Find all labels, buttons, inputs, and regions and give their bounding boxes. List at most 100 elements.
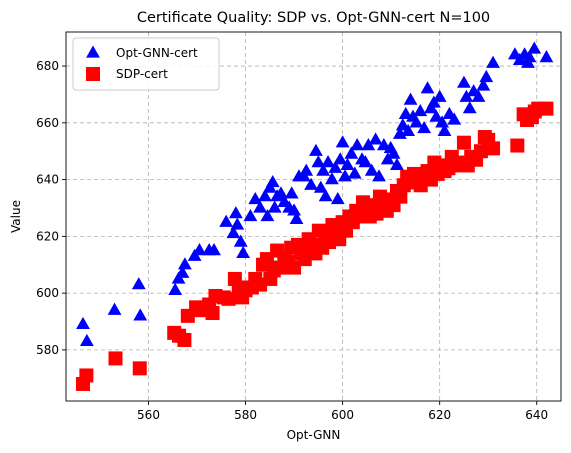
triangle-point — [192, 243, 207, 256]
x-tick-label: 600 — [331, 408, 354, 422]
triangle-point — [309, 143, 323, 156]
triangle-point — [432, 89, 447, 102]
triangle-point — [459, 89, 474, 102]
triangle-point — [76, 316, 90, 330]
y-tick-label: 640 — [36, 173, 59, 187]
square-point — [221, 291, 236, 306]
legend-triangle-marker — [86, 45, 100, 58]
triangle-point — [358, 155, 373, 168]
triangle-point — [260, 209, 275, 222]
triangle-point — [258, 189, 272, 202]
triangle-point — [437, 123, 452, 136]
triangle-point — [462, 101, 477, 114]
triangle-point — [243, 209, 258, 222]
triangle-point — [284, 186, 299, 199]
triangle-point — [429, 109, 444, 122]
triangle-point — [219, 214, 234, 227]
triangle-point — [267, 200, 282, 213]
y-axis-label: Value — [9, 200, 23, 233]
triangle-point — [313, 180, 328, 193]
triangle-point — [304, 177, 318, 190]
square-point — [108, 351, 123, 366]
triangle-point — [233, 234, 248, 247]
y-tick-label: 580 — [36, 343, 59, 357]
square-point — [205, 306, 220, 321]
square-point — [297, 252, 312, 267]
triangle-point — [390, 157, 404, 171]
triangle-point — [476, 78, 491, 91]
square-point — [393, 189, 408, 204]
series-opt-gnn-cert — [76, 41, 554, 347]
legend-box — [72, 37, 220, 91]
y-tick-label: 620 — [36, 229, 59, 243]
triangle-point — [409, 115, 424, 128]
x-tick-label: 580 — [234, 408, 257, 422]
triangle-point — [420, 81, 435, 94]
triangle-point — [539, 50, 554, 63]
series-layer — [75, 41, 554, 391]
x-axis-label: Opt-GNN — [287, 428, 341, 442]
triangle-point — [207, 243, 221, 256]
square-point — [539, 101, 554, 116]
legend-square-marker — [86, 67, 100, 81]
chart-title: Certificate Quality: SDP vs. Opt-GNN-cer… — [137, 10, 490, 26]
triangle-point — [344, 146, 359, 159]
triangle-point — [335, 135, 350, 148]
triangle-point — [368, 132, 383, 145]
triangle-point — [527, 41, 542, 54]
triangle-point — [253, 200, 268, 213]
triangle-point — [333, 152, 348, 165]
triangle-point — [318, 189, 333, 202]
triangle-point — [289, 211, 304, 224]
legend-label-sdp-cert: SDP-cert — [116, 67, 168, 81]
triangle-point — [236, 245, 251, 259]
triangle-point — [457, 75, 471, 88]
triangle-point — [287, 203, 301, 216]
triangle-point — [398, 106, 413, 119]
triangle-point — [299, 163, 314, 176]
square-point — [79, 368, 94, 383]
triangle-point — [325, 172, 339, 185]
triangle-point — [175, 265, 190, 278]
square-point — [473, 144, 488, 159]
triangle-point — [471, 89, 486, 102]
x-axis-ticks: 560 580 600 620 640 — [137, 401, 548, 422]
triangle-point — [230, 217, 245, 230]
triangle-point — [133, 308, 148, 321]
square-point — [177, 332, 192, 347]
triangle-point — [316, 163, 331, 176]
triangle-point — [435, 115, 450, 128]
legend: Opt-GNN-cert SDP-cert — [72, 37, 220, 91]
triangle-point — [228, 206, 243, 219]
triangle-point — [479, 69, 494, 83]
series-sdp-cert — [75, 101, 554, 391]
square-point — [132, 361, 147, 376]
x-tick-label: 640 — [525, 408, 548, 422]
triangle-point — [403, 92, 418, 105]
triangle-point — [328, 160, 343, 173]
square-point — [287, 260, 302, 275]
square-point — [456, 135, 471, 150]
triangle-point — [347, 166, 362, 179]
triangle-point — [417, 121, 432, 134]
triangle-point — [265, 174, 280, 188]
triangle-point — [361, 138, 376, 151]
y-tick-label: 680 — [36, 59, 59, 73]
triangle-point — [330, 191, 345, 205]
legend-label-opt-gnn-cert: Opt-GNN-cert — [116, 46, 198, 60]
triangle-point — [79, 333, 94, 347]
triangle-point — [386, 146, 401, 159]
y-tick-label: 660 — [36, 116, 59, 130]
triangle-point — [177, 257, 192, 270]
triangle-point — [522, 50, 537, 63]
triangle-point — [401, 123, 416, 136]
triangle-point — [321, 155, 335, 168]
triangle-point — [311, 155, 326, 168]
triangle-point — [364, 163, 379, 176]
triangle-point — [350, 138, 365, 151]
triangle-point — [340, 157, 355, 171]
square-point — [510, 138, 525, 153]
triangle-point — [107, 302, 122, 315]
y-axis-ticks: 580 600 620 640 660 680 — [36, 59, 66, 357]
